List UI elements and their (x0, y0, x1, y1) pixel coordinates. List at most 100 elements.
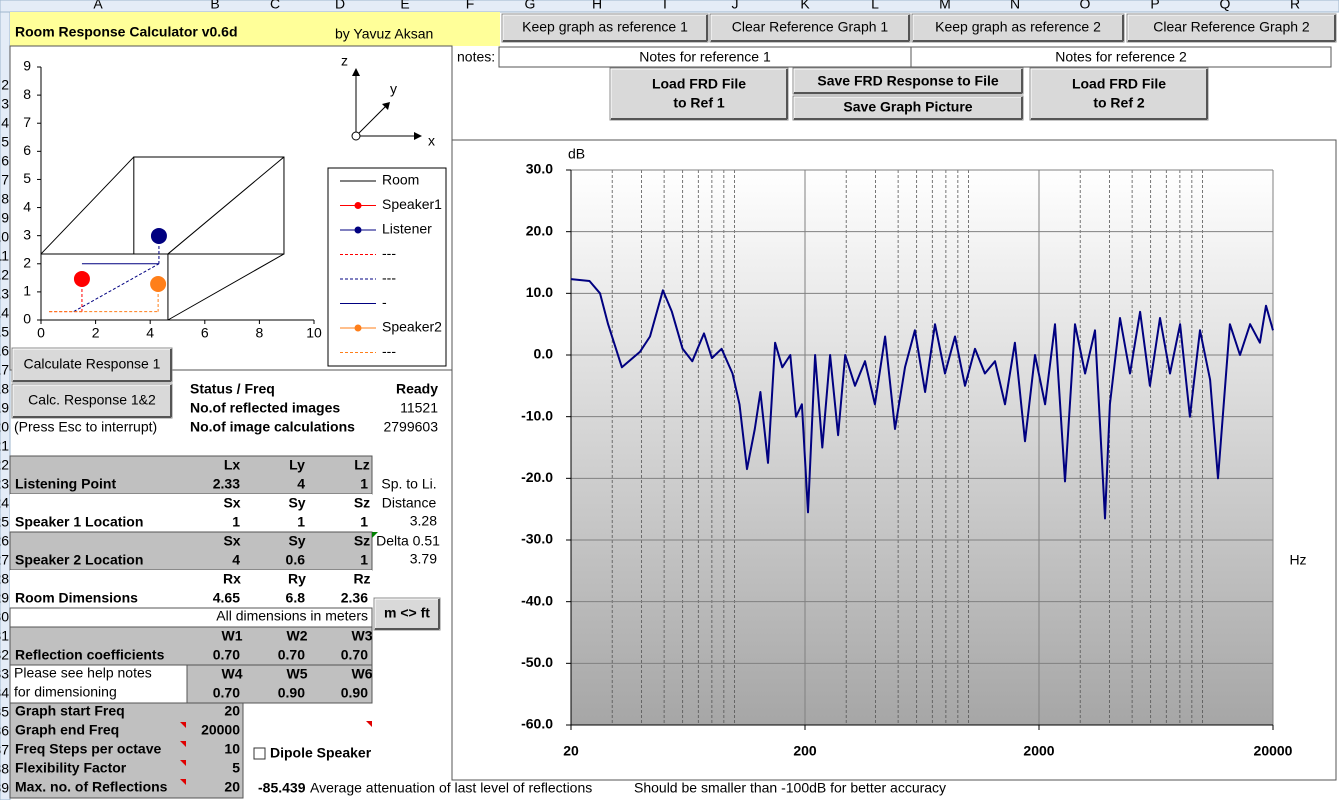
y-tick-label: 6 (23, 142, 31, 158)
x-tick-label: 6 (201, 325, 209, 341)
table-value: 1 (360, 514, 368, 530)
row-header: 4 (1, 115, 9, 131)
axis-icon-label: y (390, 81, 397, 97)
y-tick-label: -30.0 (521, 531, 553, 547)
table-value: 1 (360, 552, 368, 568)
table-header: W5 (287, 666, 308, 682)
button-label: Load FRD File (1072, 76, 1166, 92)
status-label: Status / Freq (190, 381, 275, 397)
column-header: H (592, 0, 602, 12)
param-value: 20000 (201, 722, 240, 738)
cell-indicator (372, 532, 378, 538)
button-label: Load FRD File (652, 76, 746, 92)
column-header: K (800, 0, 810, 12)
row-header: 9 (1, 210, 9, 226)
column-header: G (525, 0, 536, 12)
x-tick-label: 8 (256, 325, 264, 341)
table-header: Rx (223, 571, 241, 587)
table-value: 1 (297, 514, 305, 530)
row-headers: 2345678910111213141516171819202122232425… (0, 77, 9, 796)
comment-marker (180, 760, 186, 766)
calculations-label: No.of image calculations (190, 419, 355, 435)
arrow-head (382, 102, 390, 110)
attenuation-label: Average attenuation of last level of ref… (310, 780, 592, 796)
row-header: 16 (0, 343, 9, 359)
row-header: 5 (1, 134, 9, 150)
column-header-bar (0, 0, 1339, 13)
side-text: Sp. to Li. (381, 476, 436, 492)
save-frd-button[interactable] (792, 67, 1024, 95)
x-tick-label: 2000 (1023, 743, 1054, 759)
row-header: 39 (0, 780, 9, 796)
author: by Yavuz Aksan (335, 26, 433, 42)
table-header: Sy (288, 533, 305, 549)
reference-button[interactable] (709, 13, 911, 43)
param-value: 10 (224, 741, 240, 757)
legend-label: Listener (382, 221, 432, 237)
row-header: 37 (0, 742, 9, 758)
esc-note: (Press Esc to interrupt) (14, 419, 157, 435)
row-header: 32 (0, 647, 9, 663)
dipole-checkbox[interactable] (253, 747, 266, 760)
column-header: A (93, 0, 103, 12)
row-header: 28 (0, 571, 9, 587)
table-value: 4 (297, 476, 305, 492)
row-header: 36 (0, 723, 9, 739)
y-tick-label: -50.0 (521, 654, 553, 670)
button-label: Calc. Response 1&2 (28, 392, 156, 408)
param-label: Freq Steps per octave (15, 741, 161, 757)
calculate-both-button[interactable] (11, 383, 173, 419)
y-tick-label: 9 (23, 58, 31, 74)
table-block (10, 570, 372, 608)
table-label: Listening Point (15, 476, 116, 492)
calculate-button[interactable] (11, 347, 173, 383)
x-tick-label: 4 (146, 325, 154, 341)
legend-label: --- (382, 343, 396, 359)
button-label: Calculate Response 1 (24, 356, 161, 372)
reference-button[interactable] (911, 13, 1125, 43)
y-tick-label: 1 (23, 283, 31, 299)
room-series-line (40, 156, 285, 321)
sheet-title: Room Response Calculator v0.6d (15, 24, 238, 40)
row-header: 10 (0, 229, 9, 245)
load-ref2-button[interactable] (1029, 67, 1209, 121)
table-header: Sx (223, 495, 240, 511)
comment-marker (180, 741, 186, 747)
y-axis-label: dB (568, 146, 585, 162)
unit-toggle-button[interactable] (373, 597, 441, 631)
column-header: C (270, 0, 280, 12)
table-label: Speaker 2 Location (15, 552, 143, 568)
table-value: 0.70 (341, 647, 368, 663)
table-header: W4 (222, 666, 243, 682)
row-header: 25 (0, 514, 9, 530)
reflected-label: No.of reflected images (190, 400, 340, 416)
legend-marker (354, 324, 362, 332)
x-axis-label: Hz (1289, 552, 1306, 568)
row-header: 27 (0, 552, 9, 568)
table-value: 0.70 (213, 647, 240, 663)
y-tick-label: 3 (23, 226, 31, 242)
comment-marker (366, 721, 372, 727)
axis-icon-origin (351, 131, 361, 141)
x-tick-label: 10 (306, 325, 322, 341)
table-value: 0.70 (213, 685, 240, 701)
notes-text: Notes for reference 2 (1055, 49, 1187, 65)
attenuation-value: -85.439 (258, 780, 306, 796)
column-header: L (871, 0, 879, 12)
plot-area (571, 170, 1273, 725)
axis-icon-y (355, 104, 388, 137)
y-tick-label: 8 (23, 86, 31, 102)
notes-label: notes: (457, 49, 495, 65)
button-label: Keep graph as reference 2 (935, 19, 1101, 35)
button-label: Clear Reference Graph 1 (732, 19, 889, 35)
x-tick-label: 20000 (1254, 743, 1293, 759)
legend-marker (354, 226, 362, 234)
table-value: 2.33 (213, 476, 240, 492)
calculations-value: 2799603 (383, 419, 438, 435)
legend-marker (354, 202, 362, 209)
row-header: 35 (0, 704, 9, 720)
param-value: 20 (224, 703, 240, 719)
arrow-head (414, 132, 422, 140)
